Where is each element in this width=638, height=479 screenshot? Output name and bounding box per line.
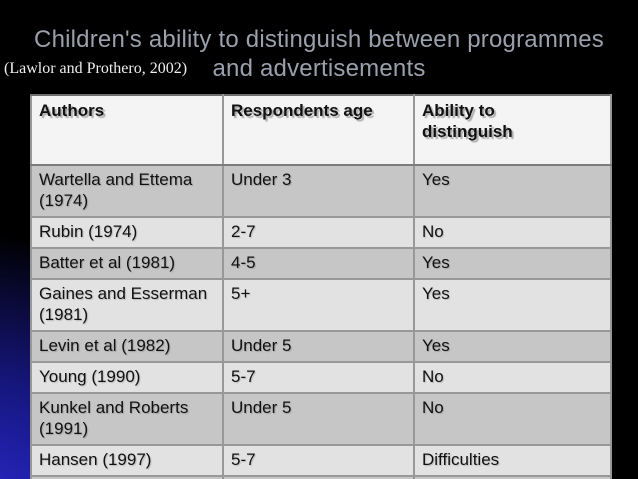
column-header-ability-to-distinguish: Ability to distinguish [413, 94, 612, 166]
slide-title: Children's ability to distinguish betwee… [0, 25, 638, 83]
table-cell: 4-5 [222, 247, 415, 280]
table-cell: Yes [413, 475, 612, 479]
table-row: Hansen (1997) 5-7 Difficulties [30, 444, 612, 477]
table-cell: Young (1990) [30, 361, 224, 394]
table-header-row: Authors Respondents age Ability to disti… [30, 94, 612, 166]
table-cell: Batter et al (1981) [30, 247, 224, 280]
table-cell: 5+ [222, 475, 415, 479]
title-line-1: Children's ability to distinguish betwee… [34, 26, 604, 53]
table-cell: Preston (2000) [30, 475, 224, 479]
table-cell: Yes [413, 247, 612, 280]
column-header-authors: Authors [30, 94, 224, 166]
table-cell: No [413, 216, 612, 249]
table-row: Young (1990) 5-7 No [30, 361, 612, 394]
table-row: Levin et al (1982) Under 5 Yes [30, 330, 612, 363]
table-cell: No [413, 392, 612, 446]
table-row: Wartella and Ettema (1974) Under 3 Yes [30, 164, 612, 218]
table-row: Gaines and Esserman (1981) 5+ Yes [30, 278, 612, 332]
table-cell: 5-7 [222, 444, 415, 477]
table-cell: 2-7 [222, 216, 415, 249]
table-cell: Rubin (1974) [30, 216, 224, 249]
table-cell: Under 3 [222, 164, 415, 218]
table-cell: No [413, 361, 612, 394]
table-cell: 5-7 [222, 361, 415, 394]
table-cell: Yes [413, 278, 612, 332]
table-cell: Yes [413, 164, 612, 218]
table-cell: Hansen (1997) [30, 444, 224, 477]
table-cell: Under 5 [222, 330, 415, 363]
column-header-respondents-age: Respondents age [222, 94, 415, 166]
citation: (Lawlor and Prothero, 2002) [4, 60, 188, 77]
table-cell: Yes [413, 330, 612, 363]
title-line-2: and advertisements [212, 55, 426, 82]
table-row: Rubin (1974) 2-7 No [30, 216, 612, 249]
table-cell: Under 5 [222, 392, 415, 446]
table-cell: Gaines and Esserman (1981) [30, 278, 224, 332]
table-row: Preston (2000)5+Yes [30, 475, 612, 479]
table-cell: Levin et al (1982) [30, 330, 224, 363]
table-cell: 5+ [222, 278, 415, 332]
table-row: Batter et al (1981) 4-5 Yes [30, 247, 612, 280]
table-body: Wartella and Ettema (1974) Under 3 Yes Rubi… [30, 164, 612, 479]
table-cell: Difficulties [413, 444, 612, 477]
table-row: Kunkel and Roberts (1991) Under 5 No [30, 392, 612, 446]
table-cell: Wartella and Ettema (1974) [30, 164, 224, 218]
results-table: Authors Respondents age Ability to disti… [30, 94, 612, 479]
table-cell: Kunkel and Roberts (1991) [30, 392, 224, 446]
